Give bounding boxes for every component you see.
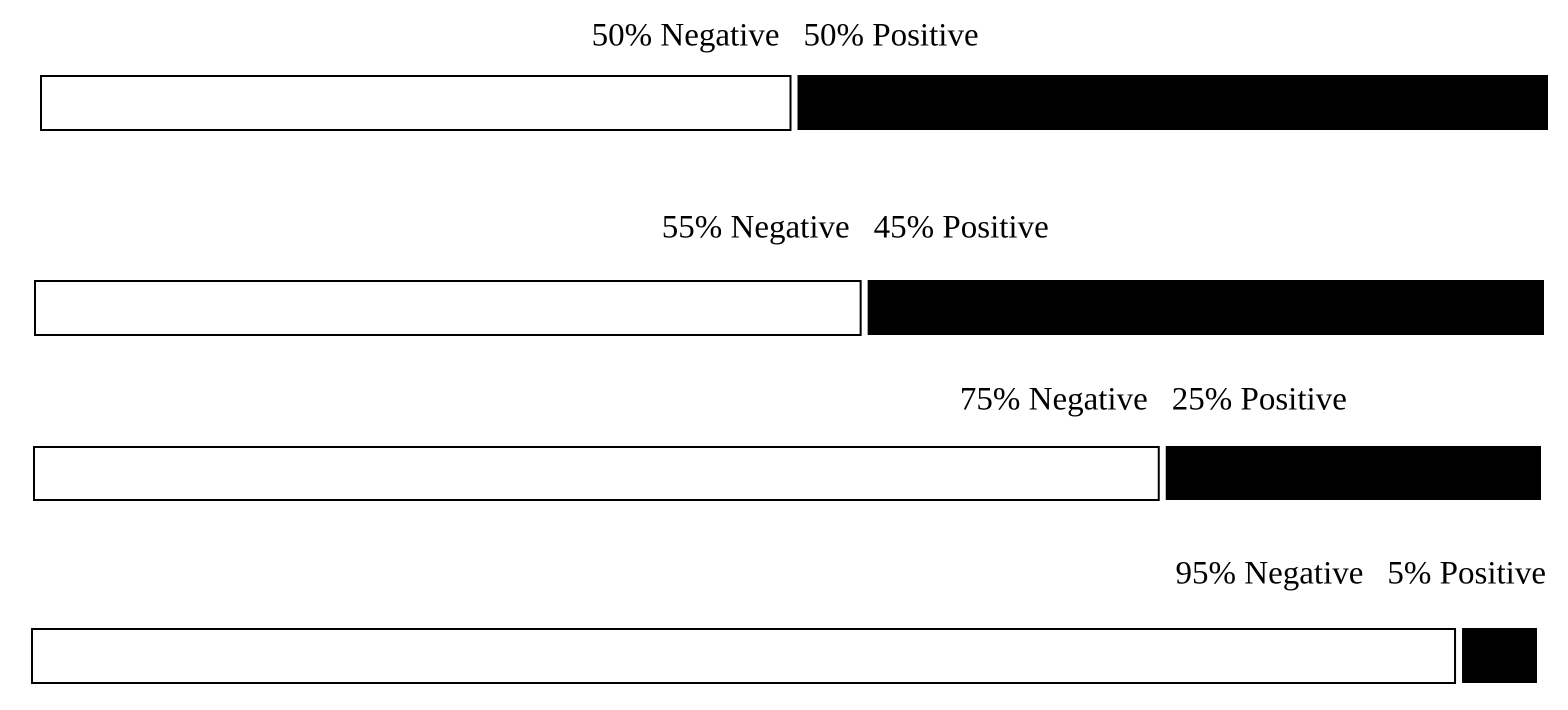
positive-bar	[797, 75, 1548, 130]
negative-bar	[33, 446, 1160, 501]
negative-bar	[31, 628, 1457, 684]
positive-label: 50% Positive	[804, 18, 979, 54]
positive-bar	[1462, 628, 1537, 683]
positive-label: 25% Positive	[1172, 382, 1347, 418]
negative-label: 55% Negative	[662, 210, 850, 246]
negative-label: 95% Negative	[1176, 556, 1364, 592]
positive-bar	[867, 280, 1544, 335]
negative-label: 75% Negative	[960, 382, 1148, 418]
positive-label: 45% Positive	[874, 210, 1049, 246]
negative-label: 50% Negative	[592, 18, 780, 54]
negative-bar	[40, 75, 792, 131]
positive-bar	[1165, 446, 1541, 500]
positive-label: 5% Positive	[1387, 556, 1546, 592]
negative-bar	[34, 280, 862, 336]
